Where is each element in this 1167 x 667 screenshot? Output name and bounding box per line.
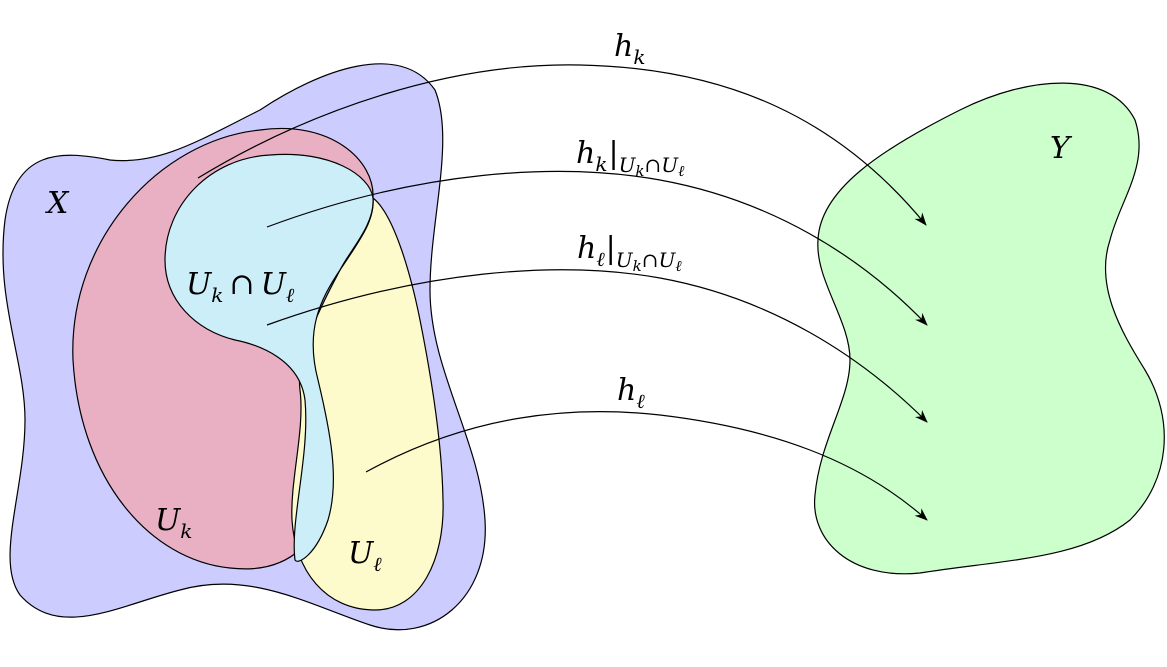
label-intersection: Uk ∩ Uℓ xyxy=(186,267,295,307)
label-h-k: hk xyxy=(614,29,645,69)
region-intersection xyxy=(164,153,374,562)
label-h-k-restricted: hk|Uk∩Uℓ xyxy=(576,136,684,180)
arrow-h-l xyxy=(365,410,928,521)
label-u-l: Uℓ xyxy=(348,536,382,576)
label-h-l: hℓ xyxy=(617,373,645,413)
label-h-l-restricted: hℓ|Uk∩Uℓ xyxy=(577,231,682,275)
arrow-h-k-restricted xyxy=(266,170,928,326)
label-y: Y xyxy=(1050,131,1073,166)
arrow-h-l-restricted xyxy=(266,269,928,423)
region-y xyxy=(814,82,1165,575)
label-x: X xyxy=(45,186,70,221)
label-u-k: Uk xyxy=(155,503,192,543)
arrow-h-k xyxy=(197,64,927,226)
